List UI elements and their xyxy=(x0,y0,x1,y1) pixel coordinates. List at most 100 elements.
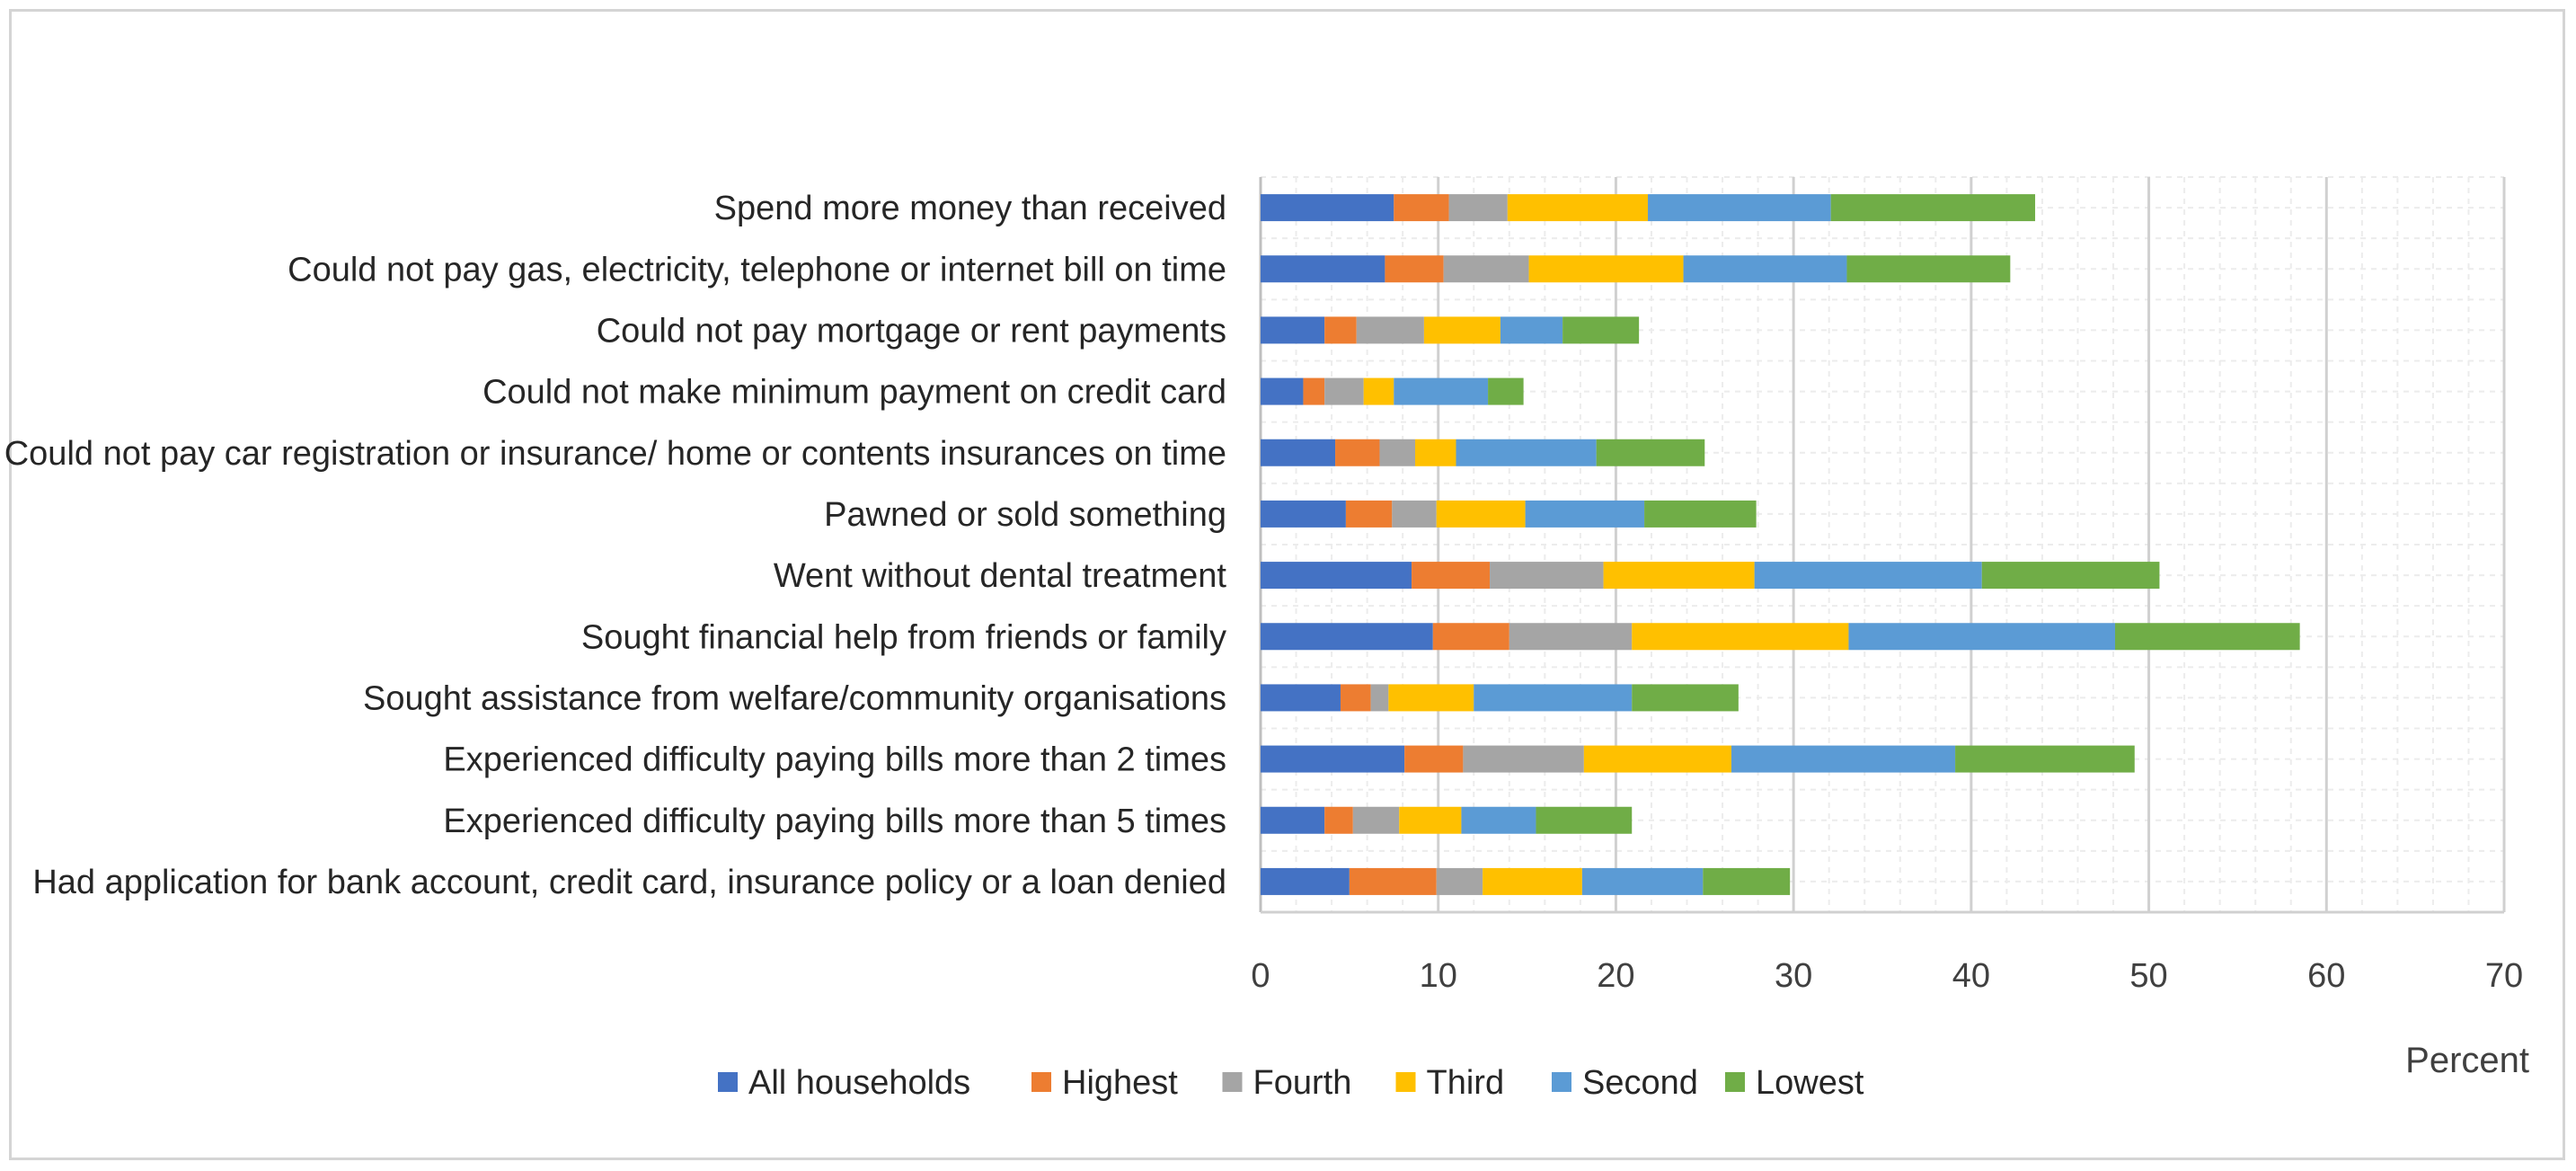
category-label: Could not pay mortgage or rent payments xyxy=(597,312,1226,350)
bar-segment-lowest xyxy=(1703,867,1791,895)
bar-segment-second xyxy=(1731,745,1956,773)
x-tick-label: 10 xyxy=(1420,957,1457,995)
category-label: Could not pay gas, electricity, telephon… xyxy=(288,251,1226,288)
bar-segment-fourth xyxy=(1392,500,1437,528)
bar-segment-lowest xyxy=(1596,439,1705,466)
bar-segment-all-households xyxy=(1261,623,1433,651)
category-label: Could not pay car registration or insura… xyxy=(4,435,1226,473)
bar-segment-highest xyxy=(1385,255,1444,283)
bar-segment-all-households xyxy=(1261,867,1350,895)
bar-segment-lowest xyxy=(2115,623,2300,651)
bar-segment-second xyxy=(1754,562,1982,590)
category-label: Experienced difficulty paying bills more… xyxy=(443,741,1226,779)
bar-segment-fourth xyxy=(1324,377,1364,405)
bar-segment-highest xyxy=(1303,377,1325,405)
bar-segment-third xyxy=(1423,316,1500,344)
bar-segment-third xyxy=(1415,439,1456,466)
legend-swatch xyxy=(718,1072,738,1092)
bar-segment-lowest xyxy=(1955,745,2135,773)
bar-segment-highest xyxy=(1345,500,1393,528)
category-label: Pawned or sold something xyxy=(824,496,1226,534)
category-labels: Spend more money than received Could not … xyxy=(4,190,1227,901)
bar-segment-all-households xyxy=(1261,806,1325,834)
legend-label: Third xyxy=(1427,1064,1505,1102)
bar-segment-fourth xyxy=(1443,255,1529,283)
bar-segment-second xyxy=(1456,439,1597,466)
x-tick-label: 40 xyxy=(1952,957,1990,995)
bar-segment-all-households xyxy=(1261,255,1385,283)
legend-swatch xyxy=(1031,1072,1051,1092)
bar-segment-lowest xyxy=(1536,806,1633,834)
bar-segment-third xyxy=(1363,377,1394,405)
legend-label: Second xyxy=(1582,1064,1698,1102)
bar-segment-highest xyxy=(1349,867,1437,895)
bar-segment-fourth xyxy=(1352,806,1400,834)
category-label: Could not make minimum payment on credit… xyxy=(482,374,1226,412)
x-tick-label: 60 xyxy=(2307,957,2345,995)
bar-segment-third xyxy=(1388,684,1474,712)
bar-segment-all-households xyxy=(1261,500,1346,528)
x-tick-label: 20 xyxy=(1597,957,1634,995)
bar-segment-all-households xyxy=(1261,316,1325,344)
bar-segment-second xyxy=(1525,500,1645,528)
bar-segment-fourth xyxy=(1490,562,1604,590)
bar-segment-second xyxy=(1500,316,1563,344)
x-tick-label: 50 xyxy=(2129,957,2167,995)
bar-segment-highest xyxy=(1324,806,1353,834)
legend-swatch xyxy=(1222,1072,1243,1092)
bar-segment-fourth xyxy=(1448,194,1508,222)
grid xyxy=(1259,176,2506,914)
bar-segment-lowest xyxy=(1562,316,1640,344)
bar-segment-fourth xyxy=(1463,745,1584,773)
legend-label: Highest xyxy=(1062,1064,1178,1102)
x-tick-label: 30 xyxy=(1775,957,1812,995)
bar-segment-second xyxy=(1474,684,1633,712)
bar-segment-highest xyxy=(1340,684,1371,712)
bar-segment-all-households xyxy=(1261,562,1412,590)
bar-segment-second xyxy=(1461,806,1536,834)
legend: All households Highest Fourth Third Second Lo… xyxy=(718,1064,1864,1102)
category-label: Went without dental treatment xyxy=(774,557,1227,595)
legend-swatch xyxy=(1725,1072,1745,1092)
x-tick-labels: 0 10 20 30 40 50 60 70 xyxy=(1251,957,2523,995)
bar-segment-second xyxy=(1394,377,1489,405)
legend-label: Fourth xyxy=(1253,1064,1352,1102)
category-label: Spend more money than received xyxy=(714,190,1226,227)
bar-segment-third xyxy=(1483,867,1582,895)
legend-label: All households xyxy=(748,1064,970,1102)
bars xyxy=(1261,194,2300,895)
bar-segment-all-households xyxy=(1261,194,1394,222)
bar-segment-third xyxy=(1583,745,1731,773)
bar-segment-third xyxy=(1507,194,1649,222)
bar-segment-third xyxy=(1436,500,1526,528)
legend-label: Lowest xyxy=(1756,1064,1864,1102)
bar-segment-fourth xyxy=(1436,867,1483,895)
category-label: Experienced difficulty paying bills more… xyxy=(443,803,1226,840)
category-label: Sought assistance from welfare/community… xyxy=(363,679,1226,717)
x-tick-label: 70 xyxy=(2485,957,2523,995)
legend-swatch xyxy=(1552,1072,1571,1092)
chart-frame xyxy=(9,9,2565,1160)
category-label: Had application for bank account, credit… xyxy=(32,864,1226,901)
bar-segment-second xyxy=(1848,623,2116,651)
bar-segment-third xyxy=(1528,255,1684,283)
bar-segment-highest xyxy=(1324,316,1357,344)
bar-segment-second xyxy=(1683,255,1847,283)
bar-segment-lowest xyxy=(1846,255,2011,283)
bar-segment-all-households xyxy=(1261,439,1336,466)
bar-segment-highest xyxy=(1432,623,1509,651)
bar-segment-highest xyxy=(1394,194,1449,222)
bar-segment-all-households xyxy=(1261,684,1341,712)
bar-segment-lowest xyxy=(1488,377,1524,405)
bar-segment-second xyxy=(1648,194,1831,222)
bar-segment-fourth xyxy=(1356,316,1424,344)
bar-segment-fourth xyxy=(1379,439,1416,466)
bar-segment-lowest xyxy=(1632,684,1739,712)
bar-segment-highest xyxy=(1404,745,1464,773)
category-label: Sought financial help from friends or fa… xyxy=(581,618,1226,656)
bar-segment-third xyxy=(1399,806,1462,834)
x-axis-title: Percent xyxy=(2405,1041,2529,1080)
bar-segment-all-households xyxy=(1261,745,1405,773)
x-tick-label: 0 xyxy=(1251,957,1270,995)
